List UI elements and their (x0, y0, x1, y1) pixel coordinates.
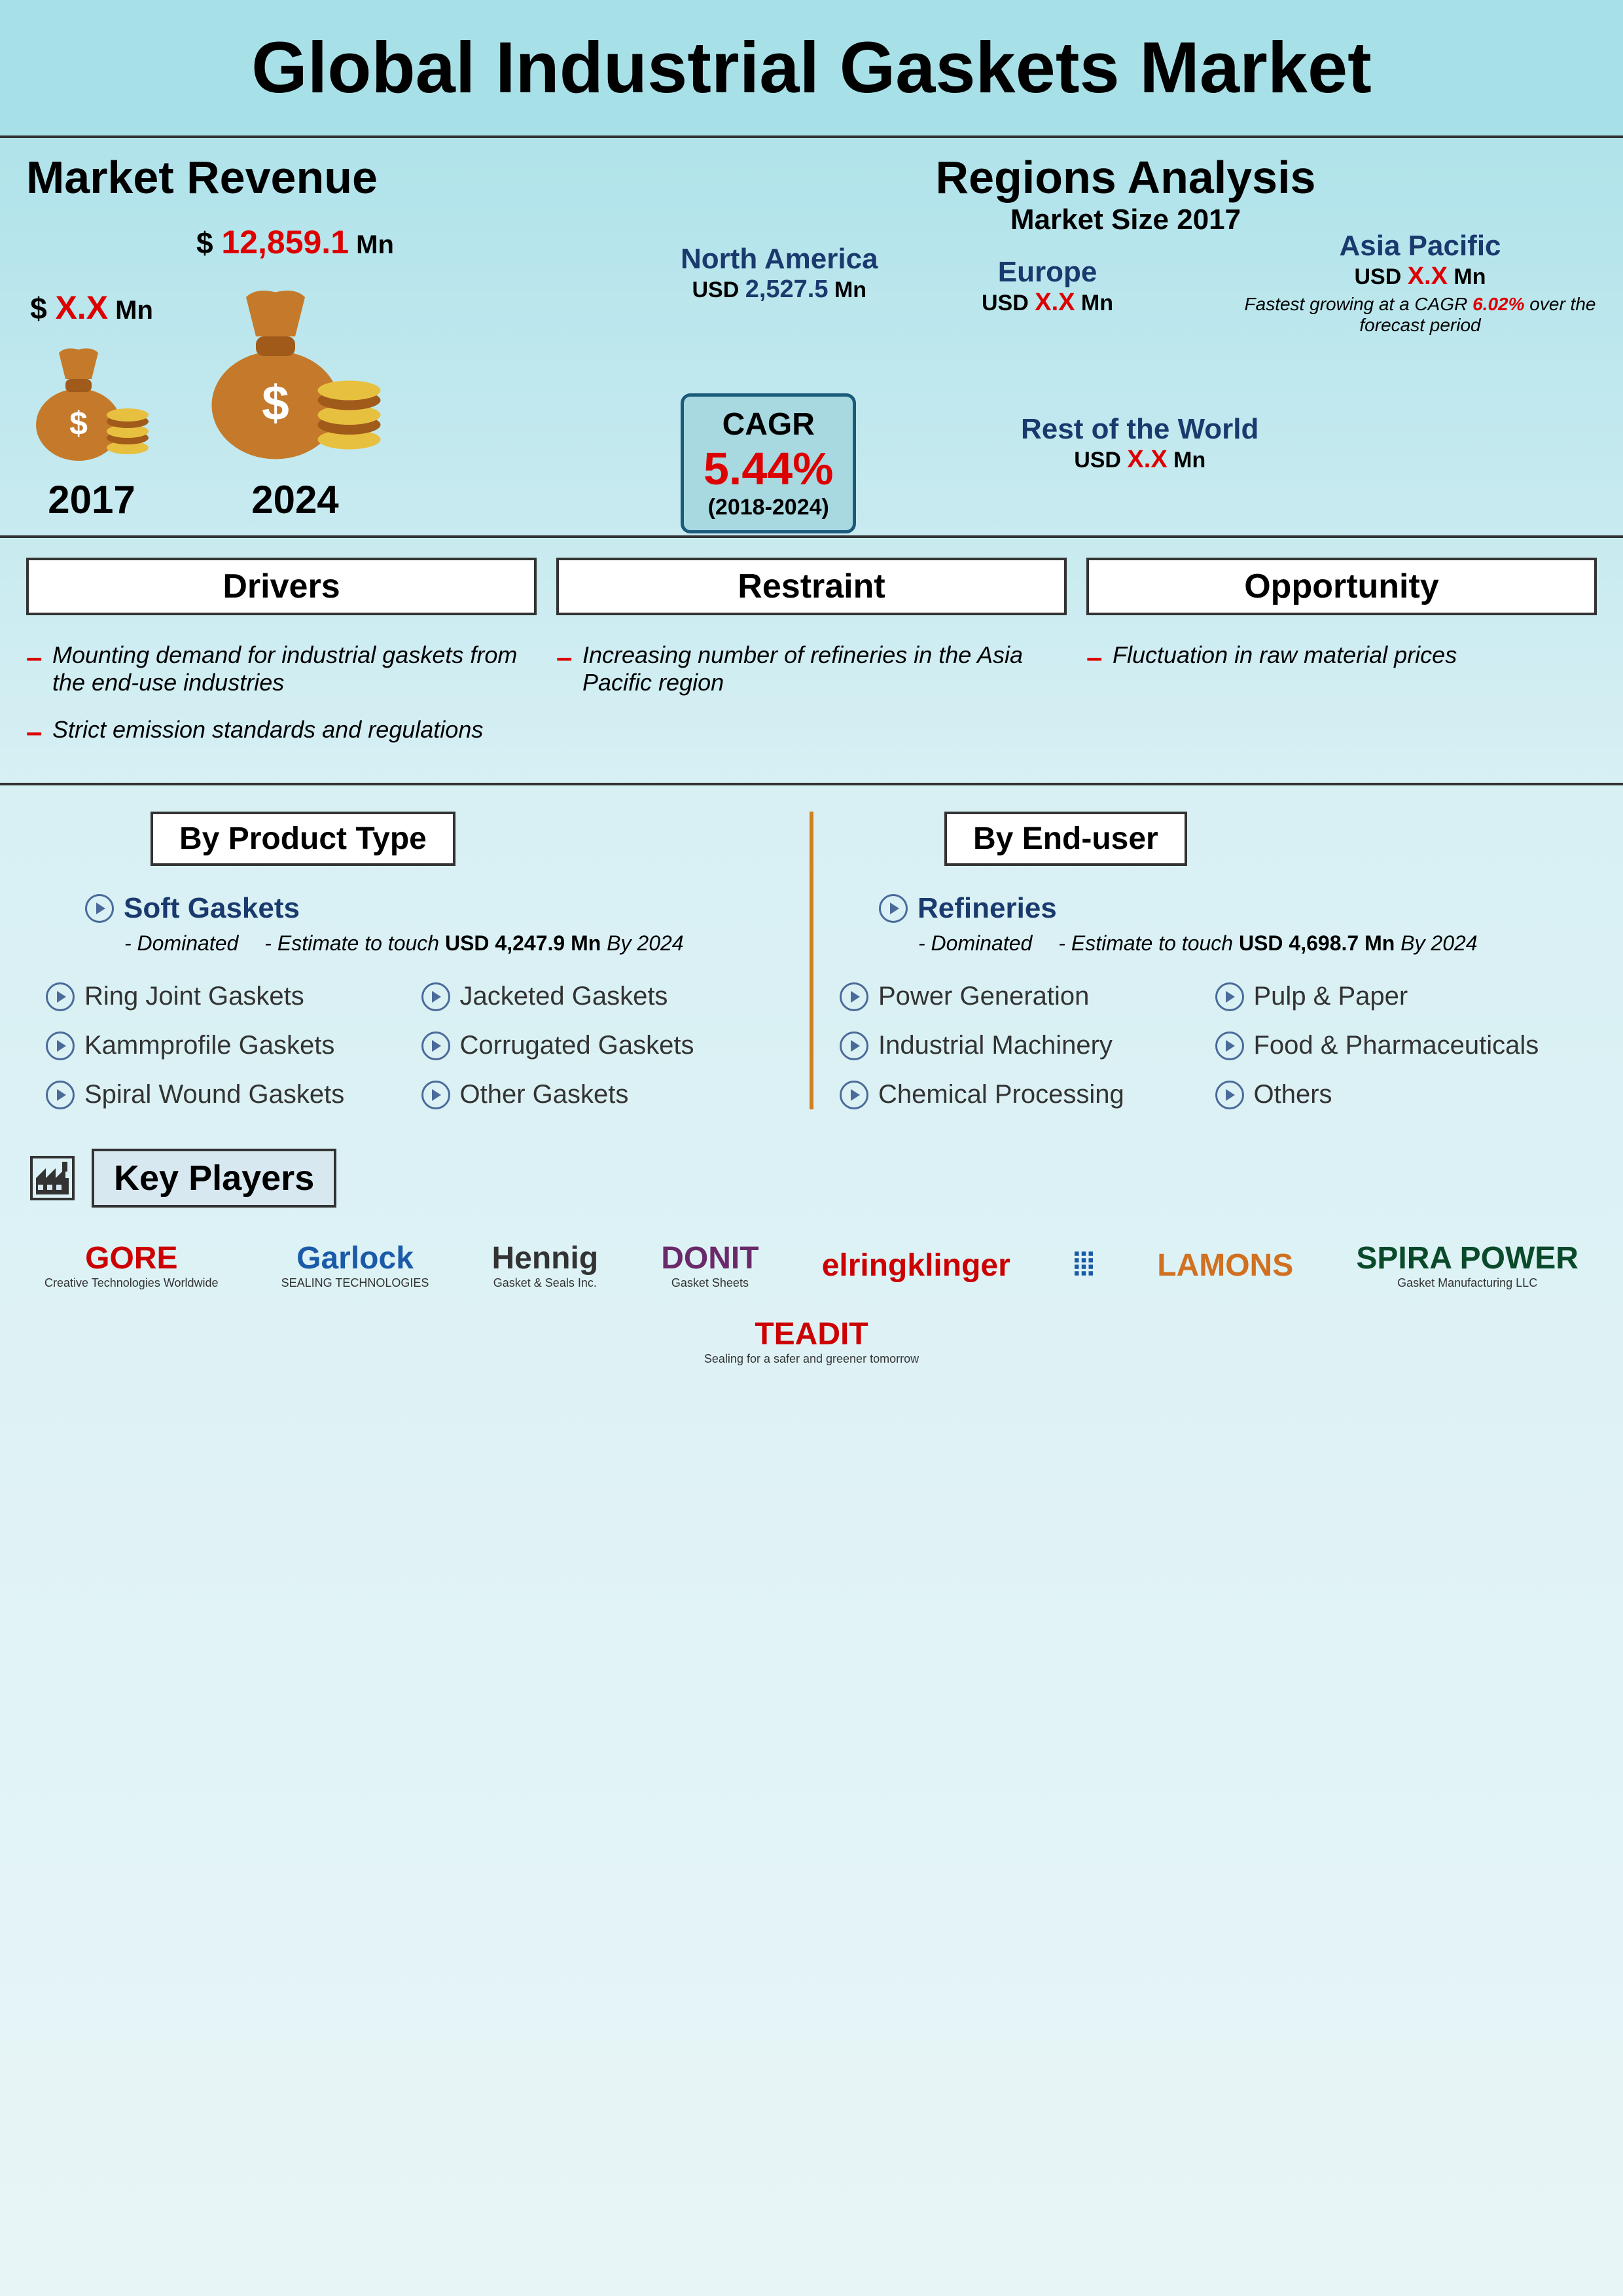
dro-opportunity: Opportunity Fluctuation in raw material … (1086, 558, 1597, 763)
drivers-restraints-opportunities: Drivers Mounting demand for industrial g… (0, 538, 1623, 785)
company-logo: Garlock SEALING TECHNOLOGIES (281, 1240, 429, 1290)
top-section: Market Revenue $ X.X Mn $ 2017 $ 12,859.… (0, 138, 1623, 538)
revenue-heading: Market Revenue (26, 151, 654, 204)
segment-by-product-type: By Product Type Soft Gaskets - Dominated… (26, 812, 803, 1109)
bag-year: 2024 (196, 477, 394, 522)
money-bag-icon: $ (197, 268, 393, 464)
lead-details: - Dominated- Estimate to touch USD 4,698… (918, 931, 1577, 956)
cagr-box: CAGR 5.44% (2018-2024) (681, 393, 856, 533)
region-asia-pacific: Asia Pacific USD X.X Mn Fastest growing … (1243, 230, 1597, 336)
segment-item: Power Generation (840, 982, 1202, 1011)
segment-lead: Soft Gaskets - Dominated- Estimate to to… (85, 892, 783, 956)
region-value: USD X.X Mn (1021, 446, 1258, 474)
bag-value: $ 12,859.1 Mn (196, 223, 394, 261)
dro-drivers: Drivers Mounting demand for industrial g… (26, 558, 537, 763)
cagr-label: CAGR (704, 406, 833, 442)
arrow-icon (840, 1031, 868, 1060)
company-logo: LAMONS (1157, 1247, 1293, 1283)
segment-lead: Refineries - Dominated- Estimate to touc… (879, 892, 1577, 956)
regions-analysis: Regions Analysis Market Size 2017 North … (654, 151, 1597, 522)
dro-title: Drivers (26, 558, 537, 615)
arrow-icon (1215, 982, 1244, 1011)
lead-name: Refineries (918, 892, 1057, 925)
money-bag-icon: $ (26, 333, 157, 464)
company-logo: TEADIT Sealing for a safer and greener t… (704, 1316, 919, 1366)
segment-title: By Product Type (151, 812, 455, 866)
arrow-icon (1215, 1031, 1244, 1060)
key-players-heading: Key Players (92, 1149, 336, 1208)
segment-by-end-user: By End-user Refineries - Dominated- Esti… (820, 812, 1597, 1109)
segment-item: Corrugated Gaskets (421, 1031, 784, 1060)
bag-year: 2017 (26, 477, 157, 522)
company-logo: DONIT Gasket Sheets (661, 1240, 758, 1290)
segment-item: Others (1215, 1080, 1578, 1109)
market-revenue: Market Revenue $ X.X Mn $ 2017 $ 12,859.… (26, 151, 654, 522)
dro-title: Opportunity (1086, 558, 1597, 615)
region-value: USD 2,527.5 Mn (681, 276, 878, 304)
arrow-icon (46, 982, 75, 1011)
key-players: Key Players GORE Creative Technologies W… (0, 1136, 1623, 1392)
region-name: Asia Pacific (1243, 230, 1597, 262)
company-logo: GORE Creative Technologies Worldwide (45, 1240, 218, 1290)
arrow-icon (421, 982, 450, 1011)
bag-value: $ X.X Mn (26, 289, 157, 327)
region-name: North America (681, 243, 878, 276)
dro-item: Strict emission standards and regulation… (26, 716, 537, 744)
region-europe: Europe USD X.X Mn (982, 256, 1113, 317)
lead-name: Soft Gaskets (124, 892, 300, 925)
segment-item: Spiral Wound Gaskets (46, 1080, 408, 1109)
segment-item: Pulp & Paper (1215, 982, 1578, 1011)
arrow-icon (85, 894, 114, 923)
arrow-icon (421, 1081, 450, 1109)
segment-item: Kammprofile Gaskets (46, 1031, 408, 1060)
svg-text:$: $ (262, 376, 289, 431)
main-title: Global Industrial Gaskets Market (0, 0, 1623, 138)
dro-item: Increasing number of refineries in the A… (556, 641, 1067, 696)
region-rest-of-the-world: Rest of the World USD X.X Mn (1021, 413, 1258, 474)
segment-item: Food & Pharmaceuticals (1215, 1031, 1578, 1060)
company-logo: elringklinger (822, 1247, 1010, 1283)
company-logo: SPIRA POWER Gasket Manufacturing LLC (1356, 1240, 1578, 1290)
segment-item: Chemical Processing (840, 1080, 1202, 1109)
region-name: Rest of the World (1021, 413, 1258, 446)
arrow-icon (840, 1081, 868, 1109)
arrow-icon (46, 1031, 75, 1060)
cagr-period: (2018-2024) (704, 495, 833, 520)
region-north-america: North America USD 2,527.5 Mn (681, 243, 878, 304)
regions-heading: Regions Analysis (654, 151, 1597, 204)
dro-restraint: Restraint Increasing number of refinerie… (556, 558, 1067, 763)
factory-icon (26, 1152, 79, 1204)
arrow-icon (879, 894, 908, 923)
company-logo: ⦙⦙⦙ (1073, 1247, 1094, 1283)
arrow-icon (1215, 1081, 1244, 1109)
segments: By Product Type Soft Gaskets - Dominated… (0, 785, 1623, 1136)
segment-item: Ring Joint Gaskets (46, 982, 408, 1011)
segment-divider (810, 812, 813, 1109)
dro-title: Restraint (556, 558, 1067, 615)
arrow-icon (46, 1081, 75, 1109)
region-note: Fastest growing at a CAGR 6.02% over the… (1243, 294, 1597, 336)
dro-item: Mounting demand for industrial gaskets f… (26, 641, 537, 696)
dro-item: Fluctuation in raw material prices (1086, 641, 1597, 669)
lead-details: - Dominated- Estimate to touch USD 4,247… (124, 931, 783, 956)
revenue-bag-2024: $ 12,859.1 Mn $ 2024 (196, 223, 394, 522)
revenue-bag-2017: $ X.X Mn $ 2017 (26, 289, 157, 522)
region-value: USD X.X Mn (982, 289, 1113, 317)
segment-item: Jacketed Gaskets (421, 982, 784, 1011)
region-name: Europe (982, 256, 1113, 289)
company-logo: Hennig Gasket & Seals Inc. (491, 1240, 598, 1290)
arrow-icon (421, 1031, 450, 1060)
svg-text:$: $ (69, 405, 88, 442)
cagr-value: 5.44% (704, 442, 833, 495)
region-value: USD X.X Mn (1243, 262, 1597, 291)
segment-item: Industrial Machinery (840, 1031, 1202, 1060)
segment-title: By End-user (944, 812, 1187, 866)
arrow-icon (840, 982, 868, 1011)
segment-item: Other Gaskets (421, 1080, 784, 1109)
